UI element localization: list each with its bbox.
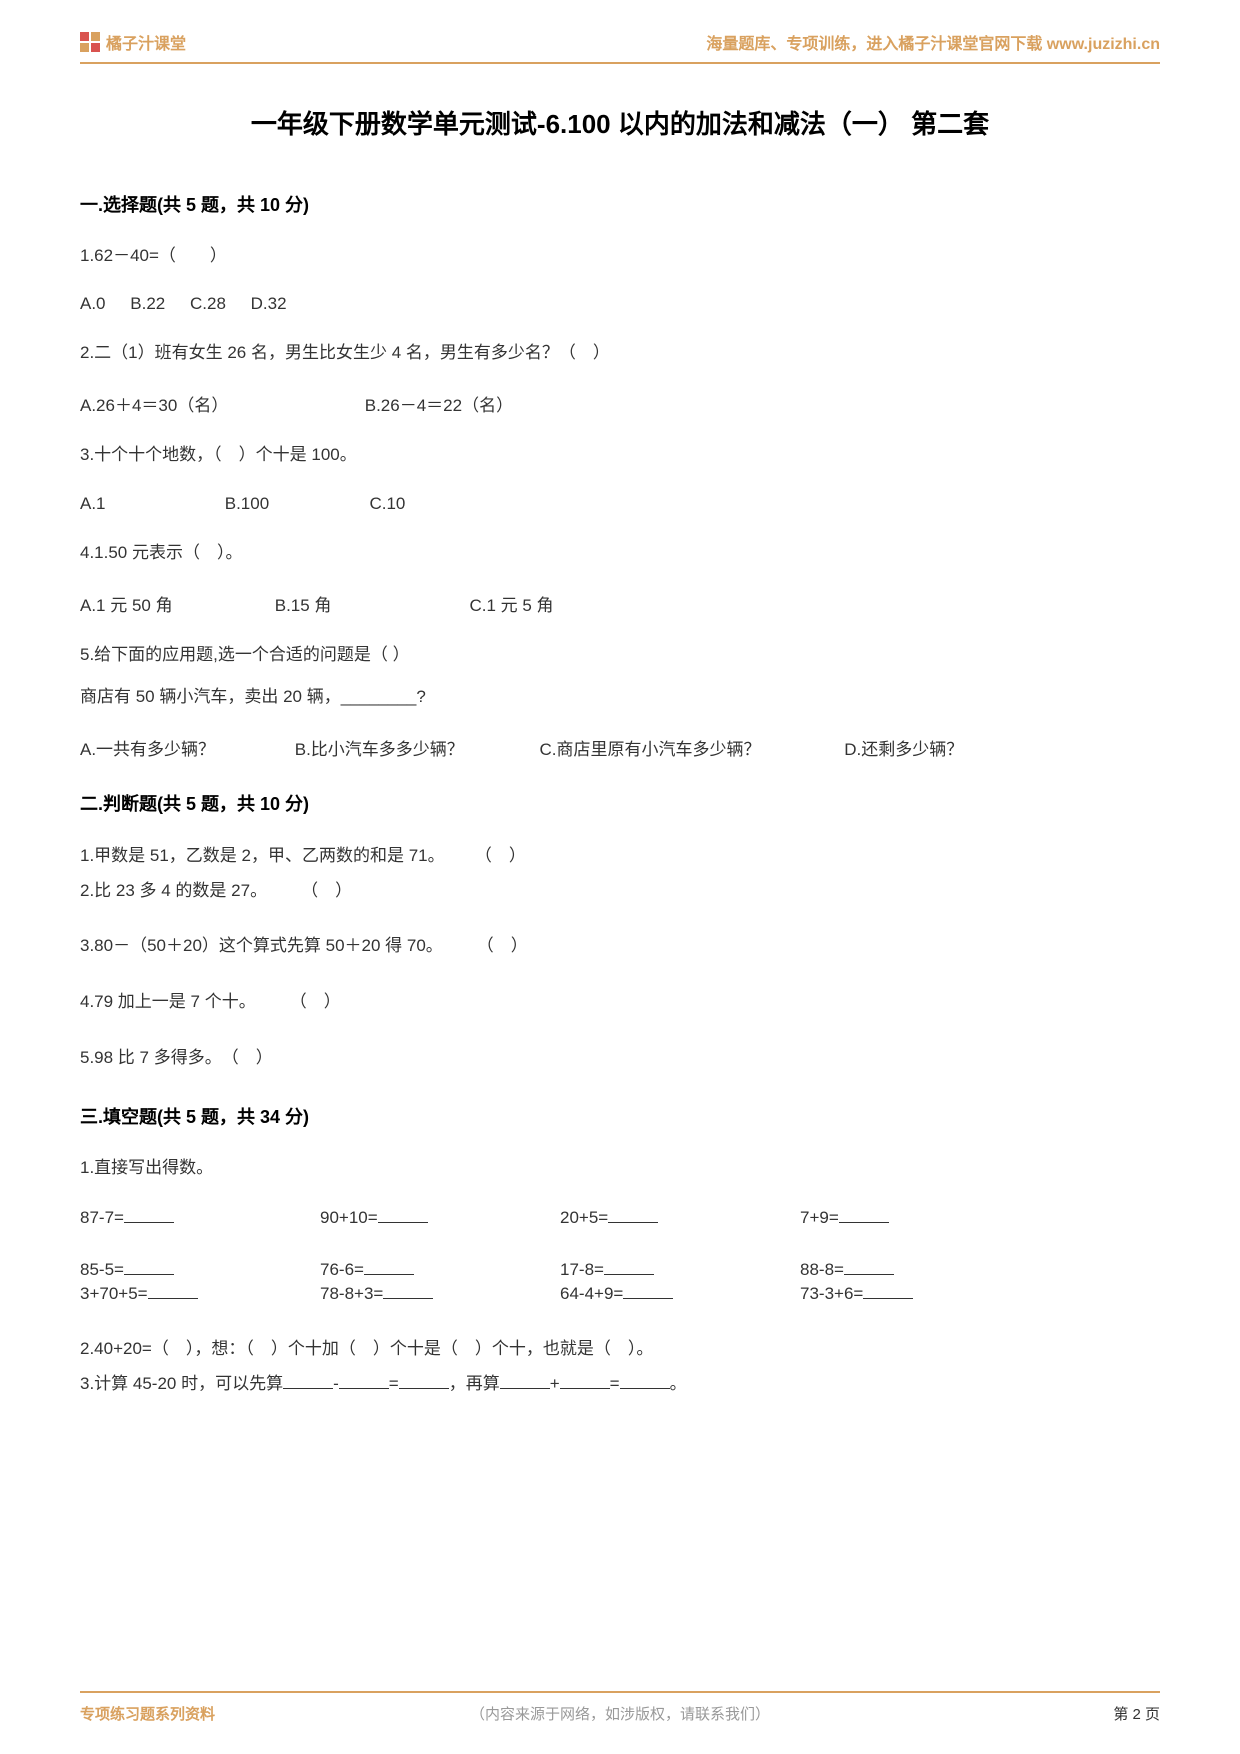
calc-3-1: 3+70+5= — [80, 1284, 148, 1303]
blank — [148, 1282, 198, 1299]
blank — [604, 1258, 654, 1275]
s3-q2: 2.40+20=（ ），想：（ ）个十加（ ）个十是（ ）个十，也就是（ ）。 — [80, 1334, 1160, 1365]
calc-2-2: 76-6= — [320, 1260, 364, 1279]
calc-1-4: 7+9= — [800, 1208, 839, 1227]
blank — [863, 1282, 913, 1299]
blank — [844, 1258, 894, 1275]
q5-opt-a: A.一共有多少辆？ — [80, 735, 290, 760]
blank — [124, 1206, 174, 1223]
footer-right: 第 2 页 — [1113, 1703, 1160, 1724]
blank — [623, 1282, 673, 1299]
q2-opt-b: B.26－4＝22（名） — [365, 391, 513, 416]
q5-options: A.一共有多少辆？ B.比小汽车多多少辆？ C.商店里原有小汽车多少辆？ D.还… — [80, 735, 1160, 760]
s3-q3-b: ，再算 — [449, 1374, 500, 1393]
q5-text: 5.给下面的应用题,选一个合适的问题是（ ） — [80, 641, 1160, 668]
q4-opt-c: C.1 元 5 角 — [469, 591, 553, 616]
logo-text: 橘子汁课堂 — [106, 30, 186, 54]
q1-opt-c: C.28 — [190, 294, 226, 314]
page-footer: 专项练习题系列资料 （内容来源于网络，如涉版权，请联系我们） 第 2 页 — [80, 1691, 1160, 1724]
section-1-heading: 一.选择题(共 5 题，共 10 分) — [80, 191, 1160, 217]
q5-subtext: 商店有 50 辆小汽车，卖出 20 辆，________? — [80, 683, 1160, 710]
q2-options: A.26＋4＝30（名） B.26－4＝22（名） — [80, 391, 1160, 416]
calc-row-3: 3+70+5= 78-8+3= 64-4+9= 73-3+6= — [80, 1282, 1160, 1304]
blank — [839, 1206, 889, 1223]
blank — [399, 1372, 449, 1389]
s3-q3-c: 。 — [670, 1374, 687, 1393]
q4-opt-b: B.15 角 — [275, 591, 465, 616]
q5-opt-c: C.商店里原有小汽车多少辆？ — [539, 735, 839, 760]
s2-q1: 1.甲数是 51，乙数是 2，甲、乙两数的和是 71。 （ ） — [80, 841, 1160, 872]
page-header: 橘子汁课堂 海量题库、专项训练，进入橘子汁课堂官网下载 www.juzizhi.… — [80, 30, 1160, 64]
blank — [283, 1372, 333, 1389]
q5-opt-b: B.比小汽车多多少辆？ — [295, 735, 535, 760]
blank — [378, 1206, 428, 1223]
calc-2-1: 85-5= — [80, 1260, 124, 1279]
s3-q3: 3.计算 45-20 时，可以先算-=，再算+=。 — [80, 1369, 1160, 1400]
header-promo-text: 海量题库、专项训练，进入橘子汁课堂官网下载 www.juzizhi.cn — [706, 30, 1160, 54]
calc-1-3: 20+5= — [560, 1208, 608, 1227]
logo: 橘子汁课堂 — [80, 30, 186, 54]
footer-center: （内容来源于网络，如涉版权，请联系我们） — [470, 1703, 770, 1724]
blank — [620, 1372, 670, 1389]
blank — [124, 1258, 174, 1275]
q1-options: A.0 B.22 C.28 D.32 — [80, 294, 1160, 314]
q3-text: 3.十个十个地数，（ ）个十是 100。 — [80, 441, 1160, 468]
s3-q3-a: 3.计算 45-20 时，可以先算 — [80, 1374, 283, 1393]
calc-2-4: 88-8= — [800, 1260, 844, 1279]
q2-opt-a: A.26＋4＝30（名） — [80, 391, 360, 416]
q3-options: A.1 B.100 C.10 — [80, 494, 1160, 514]
section-2-heading: 二.判断题(共 5 题，共 10 分) — [80, 790, 1160, 816]
s2-q4: 4.79 加上一是 7 个十。 （ ） — [80, 987, 1160, 1018]
blank — [608, 1206, 658, 1223]
q4-opt-a: A.1 元 50 角 — [80, 591, 270, 616]
s2-q5: 5.98 比 7 多得多。 （ ） — [80, 1043, 1160, 1074]
s3-q1-text: 1.直接写出得数。 — [80, 1154, 1160, 1181]
document-title: 一年级下册数学单元测试-6.100 以内的加法和减法（一） 第二套 — [80, 104, 1160, 141]
q4-options: A.1 元 50 角 B.15 角 C.1 元 5 角 — [80, 591, 1160, 616]
blank — [364, 1258, 414, 1275]
footer-left: 专项练习题系列资料 — [80, 1703, 215, 1724]
calc-3-2: 78-8+3= — [320, 1284, 383, 1303]
blank — [560, 1372, 610, 1389]
q1-text: 1.62－40=（ ） — [80, 242, 1160, 269]
blank — [383, 1282, 433, 1299]
q1-opt-b: B.22 — [130, 294, 165, 314]
blank — [500, 1372, 550, 1389]
q2-text: 2.二（1）班有女生 26 名，男生比女生少 4 名，男生有多少名？（ ） — [80, 339, 1160, 366]
q5-opt-d: D.还剩多少辆？ — [844, 735, 963, 760]
logo-icon — [80, 32, 100, 52]
calc-3-3: 64-4+9= — [560, 1284, 623, 1303]
calc-1-1: 87-7= — [80, 1208, 124, 1227]
q1-opt-d: D.32 — [251, 294, 287, 314]
calc-row-2: 85-5= 76-6= 17-8= 88-8= — [80, 1258, 1160, 1280]
section-3-heading: 三.填空题(共 5 题，共 34 分) — [80, 1103, 1160, 1129]
q3-opt-a: A.1 — [80, 494, 220, 514]
q3-opt-b: B.100 — [225, 494, 365, 514]
calc-3-4: 73-3+6= — [800, 1284, 863, 1303]
q3-opt-c: C.10 — [369, 494, 405, 514]
blank — [339, 1372, 389, 1389]
calc-1-2: 90+10= — [320, 1208, 378, 1227]
q4-text: 4.1.50 元表示（ ）。 — [80, 539, 1160, 566]
s2-q2: 2.比 23 多 4 的数是 27。 （ ） — [80, 876, 1160, 907]
calc-2-3: 17-8= — [560, 1260, 604, 1279]
q1-opt-a: A.0 — [80, 294, 106, 314]
s2-q3: 3.80－（50＋20）这个算式先算 50＋20 得 70。 （ ） — [80, 931, 1160, 962]
calc-row-1: 87-7= 90+10= 20+5= 7+9= — [80, 1206, 1160, 1228]
